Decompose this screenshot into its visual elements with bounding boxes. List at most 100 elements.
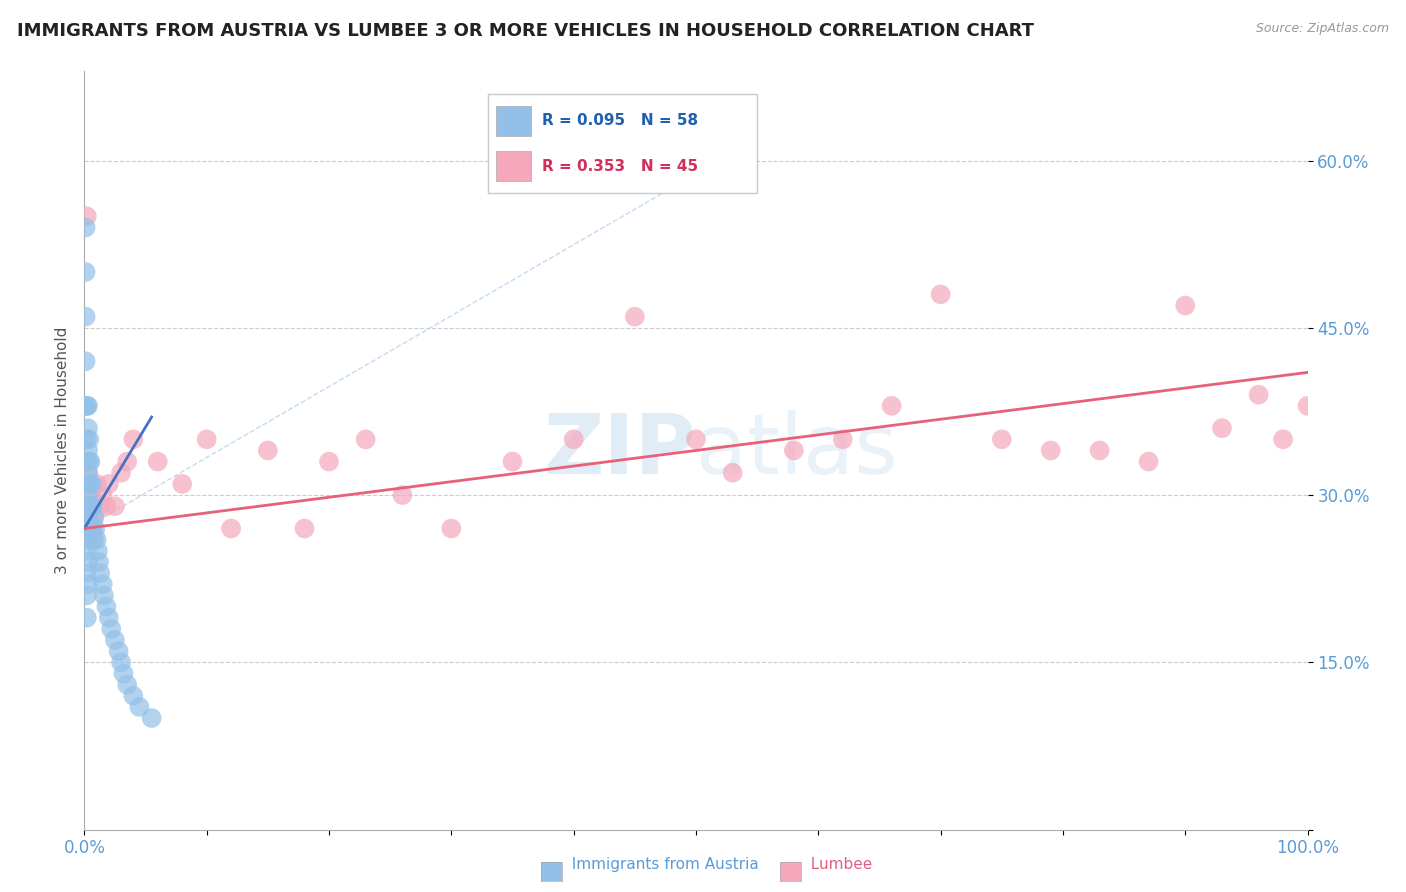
Point — [141, 711, 163, 725]
Point — [91, 488, 114, 502]
Point — [354, 433, 377, 447]
Point — [929, 287, 952, 301]
Point — [991, 433, 1014, 447]
Text: Lumbee: Lumbee — [801, 857, 873, 872]
Point — [86, 477, 108, 491]
Point — [77, 555, 100, 569]
Point — [195, 433, 218, 447]
Point — [1088, 443, 1111, 458]
Point — [75, 399, 97, 413]
Point — [104, 500, 127, 514]
Point — [77, 510, 100, 524]
Point — [80, 477, 103, 491]
Point — [1211, 421, 1233, 435]
Point — [76, 566, 98, 581]
Point — [1247, 387, 1270, 401]
Point — [79, 477, 101, 491]
Point — [77, 466, 100, 480]
Point — [87, 544, 110, 558]
Point — [77, 477, 100, 491]
Point — [97, 611, 120, 625]
Point — [257, 443, 280, 458]
Point — [77, 466, 100, 480]
Point — [721, 466, 744, 480]
Point — [104, 633, 127, 648]
Point — [77, 421, 100, 435]
Point — [76, 455, 98, 469]
Point — [75, 310, 97, 324]
Point — [75, 220, 97, 235]
Y-axis label: 3 or more Vehicles in Household: 3 or more Vehicles in Household — [55, 326, 70, 574]
Point — [77, 577, 100, 591]
Point — [76, 544, 98, 558]
Point — [77, 433, 100, 447]
Point — [80, 521, 103, 535]
Text: Immigrants from Austria: Immigrants from Austria — [562, 857, 759, 872]
Point — [79, 500, 101, 514]
Point — [115, 678, 138, 692]
Point — [79, 500, 101, 514]
Point — [75, 354, 97, 368]
Point — [79, 521, 101, 535]
Point — [294, 521, 316, 535]
Point — [391, 488, 413, 502]
Point — [77, 443, 100, 458]
Point — [1272, 433, 1295, 447]
Point — [77, 510, 100, 524]
Point — [96, 599, 118, 614]
Point — [83, 533, 105, 547]
Point — [83, 510, 105, 524]
Point — [107, 644, 129, 658]
Point — [172, 477, 194, 491]
Point — [91, 577, 114, 591]
Point — [97, 477, 120, 491]
Point — [87, 555, 110, 569]
Point — [76, 477, 98, 491]
Point — [624, 310, 647, 324]
Point — [89, 566, 111, 581]
Point — [75, 265, 97, 279]
Point — [115, 455, 138, 469]
Point — [76, 210, 98, 224]
Point — [122, 689, 145, 703]
Point — [1039, 443, 1062, 458]
Point — [562, 433, 585, 447]
Text: ZIP: ZIP — [544, 410, 696, 491]
Point — [77, 521, 100, 535]
Point — [76, 611, 98, 625]
Point — [110, 655, 132, 669]
Point — [76, 433, 98, 447]
Point — [146, 455, 169, 469]
Point — [1296, 399, 1319, 413]
Text: atlas: atlas — [696, 410, 897, 491]
Point — [122, 433, 145, 447]
Point — [93, 589, 115, 603]
Point — [77, 399, 100, 413]
Point — [84, 521, 107, 535]
Point — [880, 399, 903, 413]
Point — [685, 433, 707, 447]
Point — [80, 488, 103, 502]
Point — [440, 521, 463, 535]
Point — [1137, 455, 1160, 469]
Point — [76, 521, 98, 535]
Point — [76, 589, 98, 603]
Point — [112, 666, 135, 681]
Text: Source: ZipAtlas.com: Source: ZipAtlas.com — [1256, 22, 1389, 36]
Point — [502, 455, 524, 469]
Point — [318, 455, 340, 469]
Point — [82, 521, 104, 535]
Point — [86, 533, 108, 547]
Point — [76, 500, 98, 514]
Point — [77, 488, 100, 502]
Point — [783, 443, 806, 458]
Point — [75, 521, 97, 535]
Point — [1174, 299, 1197, 313]
Point — [80, 500, 103, 514]
Point — [76, 399, 98, 413]
Text: IMMIGRANTS FROM AUSTRIA VS LUMBEE 3 OR MORE VEHICLES IN HOUSEHOLD CORRELATION CH: IMMIGRANTS FROM AUSTRIA VS LUMBEE 3 OR M… — [17, 22, 1033, 40]
Point — [831, 433, 853, 447]
Point — [77, 500, 100, 514]
Point — [219, 521, 242, 535]
Point — [77, 455, 100, 469]
